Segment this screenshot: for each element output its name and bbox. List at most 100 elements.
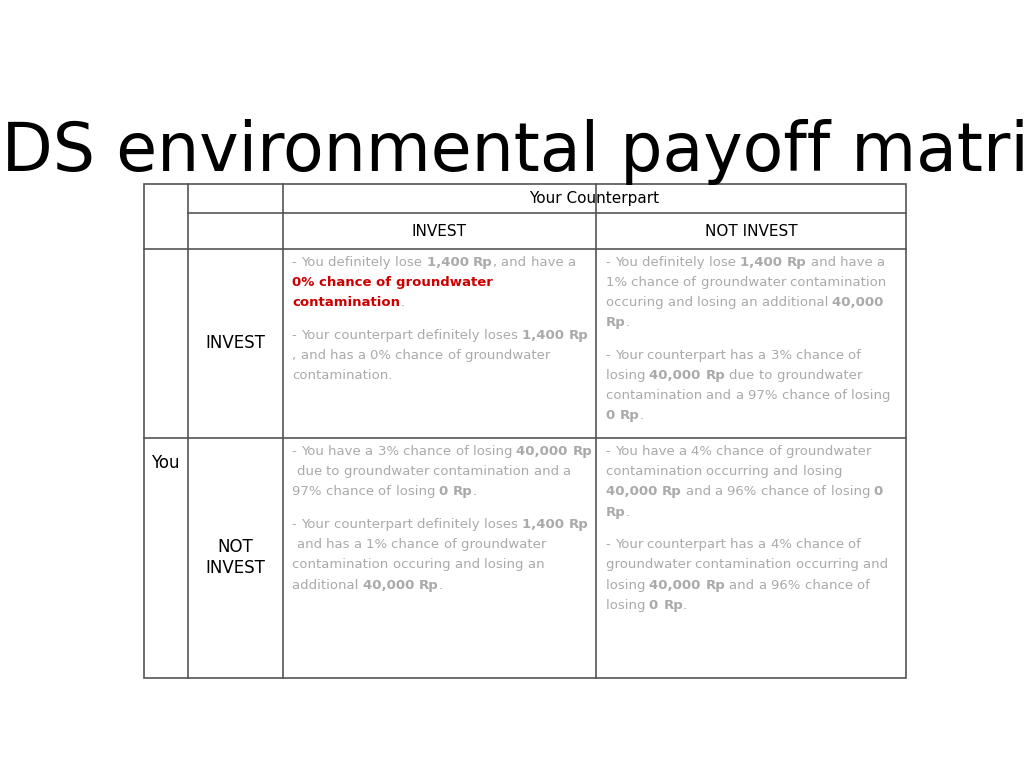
Text: losing: losing bbox=[606, 578, 649, 591]
Text: have: have bbox=[642, 445, 679, 458]
Text: .: . bbox=[626, 505, 630, 518]
Text: Your Counterpart: Your Counterpart bbox=[529, 191, 659, 206]
Text: INVEST: INVEST bbox=[205, 335, 265, 353]
Text: groundwater: groundwater bbox=[786, 445, 876, 458]
Text: .: . bbox=[473, 485, 477, 498]
Text: Rp: Rp bbox=[706, 369, 725, 382]
Text: counterpart: counterpart bbox=[647, 538, 730, 551]
Text: Rp: Rp bbox=[786, 256, 806, 269]
Text: a: a bbox=[877, 256, 890, 269]
Text: 96%: 96% bbox=[771, 578, 805, 591]
Text: an: an bbox=[740, 296, 762, 310]
Text: IDS environmental payoff matrix: IDS environmental payoff matrix bbox=[0, 119, 1024, 185]
Text: definitely: definitely bbox=[329, 256, 395, 269]
Text: 40,000: 40,000 bbox=[362, 578, 419, 591]
Text: of: of bbox=[835, 389, 851, 402]
Text: and: and bbox=[863, 558, 892, 571]
Text: 40,000: 40,000 bbox=[649, 369, 706, 382]
Text: Rp: Rp bbox=[664, 599, 683, 611]
Text: has: has bbox=[730, 349, 758, 362]
Text: 4%: 4% bbox=[771, 538, 796, 551]
Text: 0: 0 bbox=[649, 599, 664, 611]
Text: and: and bbox=[668, 296, 697, 310]
Text: counterpart: counterpart bbox=[647, 349, 730, 362]
Text: Rp: Rp bbox=[568, 329, 589, 342]
Text: 97%: 97% bbox=[748, 389, 781, 402]
Text: ,: , bbox=[292, 349, 301, 362]
Text: and: and bbox=[301, 349, 330, 362]
Text: Rp: Rp bbox=[572, 445, 592, 458]
Text: of: of bbox=[857, 578, 874, 591]
Text: 4%: 4% bbox=[691, 445, 717, 458]
Text: -: - bbox=[292, 329, 301, 342]
Text: have: have bbox=[840, 256, 877, 269]
Text: contamination: contamination bbox=[791, 276, 891, 289]
Text: .: . bbox=[626, 316, 630, 329]
Text: of: of bbox=[813, 485, 830, 498]
Text: 1%: 1% bbox=[366, 538, 391, 551]
Text: chance: chance bbox=[395, 349, 447, 362]
Text: -: - bbox=[292, 445, 301, 458]
Text: Rp: Rp bbox=[419, 578, 438, 591]
Text: Rp: Rp bbox=[473, 256, 493, 269]
Text: a: a bbox=[758, 538, 771, 551]
Text: chance: chance bbox=[717, 445, 769, 458]
Text: ,: , bbox=[493, 256, 502, 269]
Text: of: of bbox=[443, 538, 461, 551]
Text: -: - bbox=[606, 349, 614, 362]
Text: Your: Your bbox=[614, 538, 647, 551]
Text: INVEST: INVEST bbox=[412, 223, 467, 239]
Text: chance: chance bbox=[781, 389, 835, 402]
Text: occurring: occurring bbox=[796, 558, 863, 571]
Text: a: a bbox=[758, 349, 771, 362]
Text: contamination: contamination bbox=[606, 389, 707, 402]
Text: chance: chance bbox=[391, 538, 443, 551]
Text: 3%: 3% bbox=[771, 349, 796, 362]
Text: and: and bbox=[686, 485, 715, 498]
Text: definitely: definitely bbox=[417, 329, 484, 342]
Text: 1%: 1% bbox=[606, 276, 631, 289]
Text: losing: losing bbox=[606, 369, 649, 382]
Text: .: . bbox=[683, 599, 687, 611]
Text: loses: loses bbox=[484, 329, 522, 342]
Text: a: a bbox=[366, 445, 378, 458]
Text: and: and bbox=[707, 389, 735, 402]
Text: losing: losing bbox=[473, 445, 516, 458]
Text: Rp: Rp bbox=[606, 316, 626, 329]
Text: groundwater: groundwater bbox=[776, 369, 866, 382]
Text: Rp: Rp bbox=[606, 505, 626, 518]
Text: of: of bbox=[379, 485, 395, 498]
Text: additional: additional bbox=[762, 296, 833, 310]
Text: of: of bbox=[377, 276, 396, 289]
Text: contamination: contamination bbox=[292, 558, 393, 571]
Text: 0%: 0% bbox=[370, 349, 395, 362]
Text: of: of bbox=[456, 445, 473, 458]
Text: to: to bbox=[326, 465, 344, 478]
Text: -: - bbox=[606, 445, 614, 458]
Text: chance: chance bbox=[796, 538, 848, 551]
Text: Rp: Rp bbox=[454, 485, 473, 498]
Text: groundwater: groundwater bbox=[396, 276, 498, 289]
Text: a: a bbox=[759, 578, 771, 591]
Text: to: to bbox=[759, 369, 776, 382]
Text: of: of bbox=[447, 349, 465, 362]
Text: losing: losing bbox=[395, 485, 439, 498]
Text: Rp: Rp bbox=[706, 578, 725, 591]
Text: 0: 0 bbox=[874, 485, 888, 498]
Text: has: has bbox=[330, 349, 357, 362]
Text: .: . bbox=[400, 296, 404, 310]
Text: 1,400: 1,400 bbox=[522, 518, 568, 531]
Text: contamination: contamination bbox=[606, 465, 707, 478]
Text: of: of bbox=[848, 538, 865, 551]
Text: 1,400: 1,400 bbox=[522, 329, 568, 342]
Text: of: of bbox=[683, 276, 700, 289]
Text: Your: Your bbox=[301, 518, 334, 531]
Text: You: You bbox=[614, 445, 642, 458]
Text: chance: chance bbox=[805, 578, 857, 591]
Text: a: a bbox=[357, 349, 370, 362]
Text: Your: Your bbox=[614, 349, 647, 362]
Text: 40,000: 40,000 bbox=[649, 578, 706, 591]
Text: .: . bbox=[438, 578, 442, 591]
Text: You: You bbox=[301, 256, 329, 269]
Text: of: of bbox=[848, 349, 865, 362]
